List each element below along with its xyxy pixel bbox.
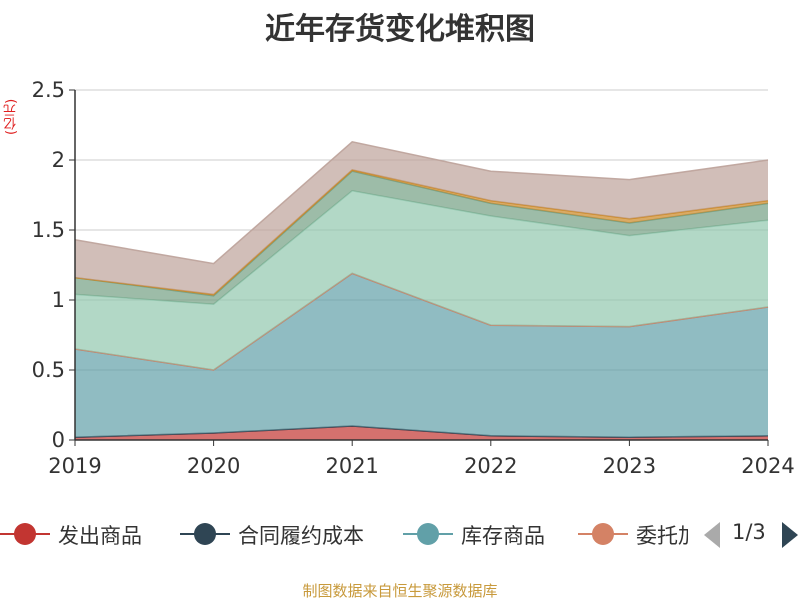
x-tick-label: 2023 — [603, 454, 656, 478]
legend-label: 库存商品 — [461, 524, 545, 548]
x-tick-label: 2020 — [187, 454, 240, 478]
chart-title: 近年存货变化堆积图 — [265, 12, 535, 47]
legend-pager: 1/3 — [700, 514, 800, 554]
legend-label: 合同履约成本 — [238, 524, 364, 548]
area-series-6 — [75, 169, 768, 296]
legend-marker-icon — [403, 522, 453, 546]
area-series-5 — [75, 171, 768, 305]
area-series-7 — [75, 141, 768, 295]
legend-marker-icon — [0, 522, 50, 546]
y-tick-label: 2.5 — [32, 78, 65, 102]
legend-prev-page-icon[interactable] — [704, 522, 720, 548]
y-tick-label: 1 — [52, 288, 65, 312]
x-tick-label: 2019 — [48, 454, 101, 478]
legend: 发出商品 合同履约成本 库存商品 委托加工物资 — [0, 514, 800, 554]
x-tick-label: 2022 — [464, 454, 517, 478]
y-tick-label: 0 — [52, 428, 65, 452]
legend-items: 发出商品 合同履约成本 库存商品 委托加工物资 — [0, 514, 688, 554]
legend-label: 发出商品 — [58, 524, 142, 548]
legend-marker-icon — [578, 522, 628, 546]
area-series-2 — [75, 273, 768, 438]
area-series-0 — [75, 426, 768, 440]
y-tick-label: 2 — [52, 148, 65, 172]
legend-label: 委托加工物资 — [636, 524, 688, 548]
y-tick-label: 0.5 — [32, 358, 65, 382]
legend-page-indicator: 1/3 — [732, 520, 766, 544]
x-tick-label: 2024 — [741, 454, 794, 478]
x-tick-label: 2021 — [325, 454, 378, 478]
data-source-note: 制图数据来自恒生聚源数据库 — [302, 582, 498, 600]
legend-marker-icon — [180, 522, 230, 546]
line-series-7 — [74, 140, 769, 265]
legend-next-page-icon[interactable] — [782, 522, 798, 548]
line-series-5 — [74, 170, 769, 297]
area-series-4 — [75, 190, 768, 370]
y-tick-label: 1.5 — [32, 218, 65, 242]
